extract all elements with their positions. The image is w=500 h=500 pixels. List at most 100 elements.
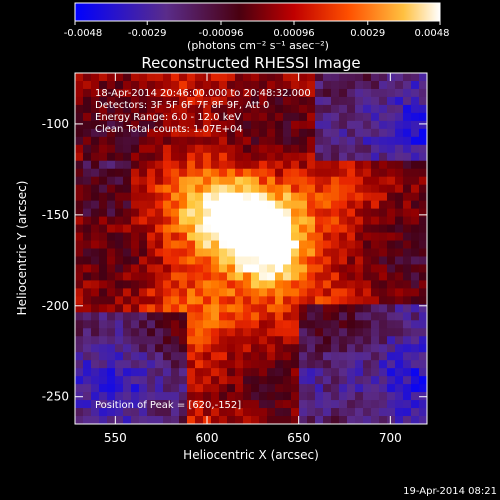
heatmap-cell bbox=[99, 256, 108, 266]
heatmap-cell bbox=[411, 120, 420, 130]
heatmap-cell bbox=[371, 280, 380, 289]
heatmap-cell bbox=[259, 392, 268, 401]
heatmap-cell bbox=[131, 216, 140, 226]
heatmap-cell bbox=[275, 296, 284, 305]
heatmap-cell bbox=[283, 352, 292, 361]
heatmap-cell bbox=[339, 256, 348, 266]
heatmap-cell bbox=[227, 336, 236, 345]
heatmap-cell bbox=[123, 328, 132, 337]
heatmap-cell bbox=[195, 368, 204, 377]
heatmap-cell bbox=[139, 304, 148, 313]
heatmap-cell bbox=[211, 232, 220, 242]
heatmap-cell bbox=[275, 336, 284, 345]
heatmap-cell bbox=[83, 376, 92, 385]
heatmap-cell bbox=[291, 208, 300, 218]
heatmap-cell bbox=[363, 112, 372, 122]
heatmap-cell bbox=[219, 416, 228, 424]
heatmap-cell bbox=[155, 192, 164, 202]
heatmap-cell bbox=[411, 144, 420, 154]
heatmap-cell bbox=[315, 168, 324, 178]
heatmap-cell bbox=[219, 128, 228, 138]
heatmap-cell bbox=[387, 264, 396, 274]
heatmap-cell bbox=[203, 168, 212, 178]
heatmap-cell bbox=[307, 240, 316, 250]
heatmap-cell bbox=[243, 248, 252, 258]
heatmap-cell bbox=[355, 360, 364, 369]
heatmap-cell bbox=[211, 136, 220, 146]
heatmap-cell bbox=[259, 144, 268, 154]
heatmap-cell bbox=[139, 136, 148, 146]
heatmap-cell bbox=[155, 73, 164, 82]
heatmap-cell bbox=[203, 80, 212, 90]
y-tick-label: -250 bbox=[42, 390, 69, 404]
heatmap-cell bbox=[155, 336, 164, 345]
heatmap-cell bbox=[251, 320, 260, 329]
heatmap-cell bbox=[155, 280, 164, 289]
heatmap-cell bbox=[147, 328, 156, 337]
heatmap-cell bbox=[187, 280, 196, 289]
heatmap-cell bbox=[83, 296, 92, 305]
heatmap-cell bbox=[131, 88, 140, 98]
heatmap-cell bbox=[283, 80, 292, 90]
heatmap-cell bbox=[227, 312, 236, 321]
heatmap-cell bbox=[259, 384, 268, 393]
heatmap-cell bbox=[163, 400, 172, 409]
heatmap-cell bbox=[123, 280, 132, 289]
heatmap-cell bbox=[91, 272, 100, 282]
heatmap-cell bbox=[99, 400, 108, 409]
heatmap-cell bbox=[275, 160, 284, 170]
heatmap-cell bbox=[123, 73, 132, 82]
heatmap-cell bbox=[99, 88, 108, 98]
heatmap-cell bbox=[259, 136, 268, 146]
heatmap-cell bbox=[243, 112, 252, 122]
heatmap-cell bbox=[387, 368, 396, 377]
heatmap-cell bbox=[339, 352, 348, 361]
heatmap-cell bbox=[187, 208, 196, 218]
heatmap-cell bbox=[299, 152, 308, 162]
heatmap-cell bbox=[395, 96, 404, 106]
heatmap-cell bbox=[235, 256, 244, 266]
heatmap-cell bbox=[147, 208, 156, 218]
heatmap-cell bbox=[155, 104, 164, 114]
heatmap-cell bbox=[331, 184, 340, 194]
heatmap-cell bbox=[195, 160, 204, 170]
heatmap-cell bbox=[299, 208, 308, 218]
heatmap-cell bbox=[339, 216, 348, 226]
heatmap-cell bbox=[171, 272, 180, 282]
heatmap-cell bbox=[387, 120, 396, 130]
heatmap-cell bbox=[275, 264, 284, 274]
heatmap-cell bbox=[99, 416, 108, 424]
heatmap-cell bbox=[363, 384, 372, 393]
heatmap-cell bbox=[123, 240, 132, 250]
heatmap-cell bbox=[83, 136, 92, 146]
heatmap-cell bbox=[187, 408, 196, 417]
heatmap-cell bbox=[363, 312, 372, 321]
heatmap-cell bbox=[275, 384, 284, 393]
heatmap-cell bbox=[227, 384, 236, 393]
heatmap-cell bbox=[251, 184, 260, 194]
heatmap-cell bbox=[299, 360, 308, 369]
heatmap-cell bbox=[163, 168, 172, 178]
heatmap-cell bbox=[283, 360, 292, 369]
heatmap-cell bbox=[147, 168, 156, 178]
heatmap-cell bbox=[315, 384, 324, 393]
heatmap-cell bbox=[251, 408, 260, 417]
heatmap-cell bbox=[107, 80, 116, 90]
heatmap-cell bbox=[99, 368, 108, 377]
heatmap-cell bbox=[195, 200, 204, 210]
heatmap-cell bbox=[123, 392, 132, 401]
heatmap-cell bbox=[187, 240, 196, 250]
heatmap-cell bbox=[163, 136, 172, 146]
heatmap-cell bbox=[291, 240, 300, 250]
heatmap-cell bbox=[371, 408, 380, 417]
heatmap-cell bbox=[395, 104, 404, 114]
heatmap-cell bbox=[139, 104, 148, 114]
heatmap-cell bbox=[203, 264, 212, 274]
heatmap-cell bbox=[227, 328, 236, 337]
heatmap-cell bbox=[387, 240, 396, 250]
heatmap-cell bbox=[387, 208, 396, 218]
heatmap-cell bbox=[227, 352, 236, 361]
heatmap-cell bbox=[251, 136, 260, 146]
heatmap-cell bbox=[283, 144, 292, 154]
heatmap-cell bbox=[339, 392, 348, 401]
